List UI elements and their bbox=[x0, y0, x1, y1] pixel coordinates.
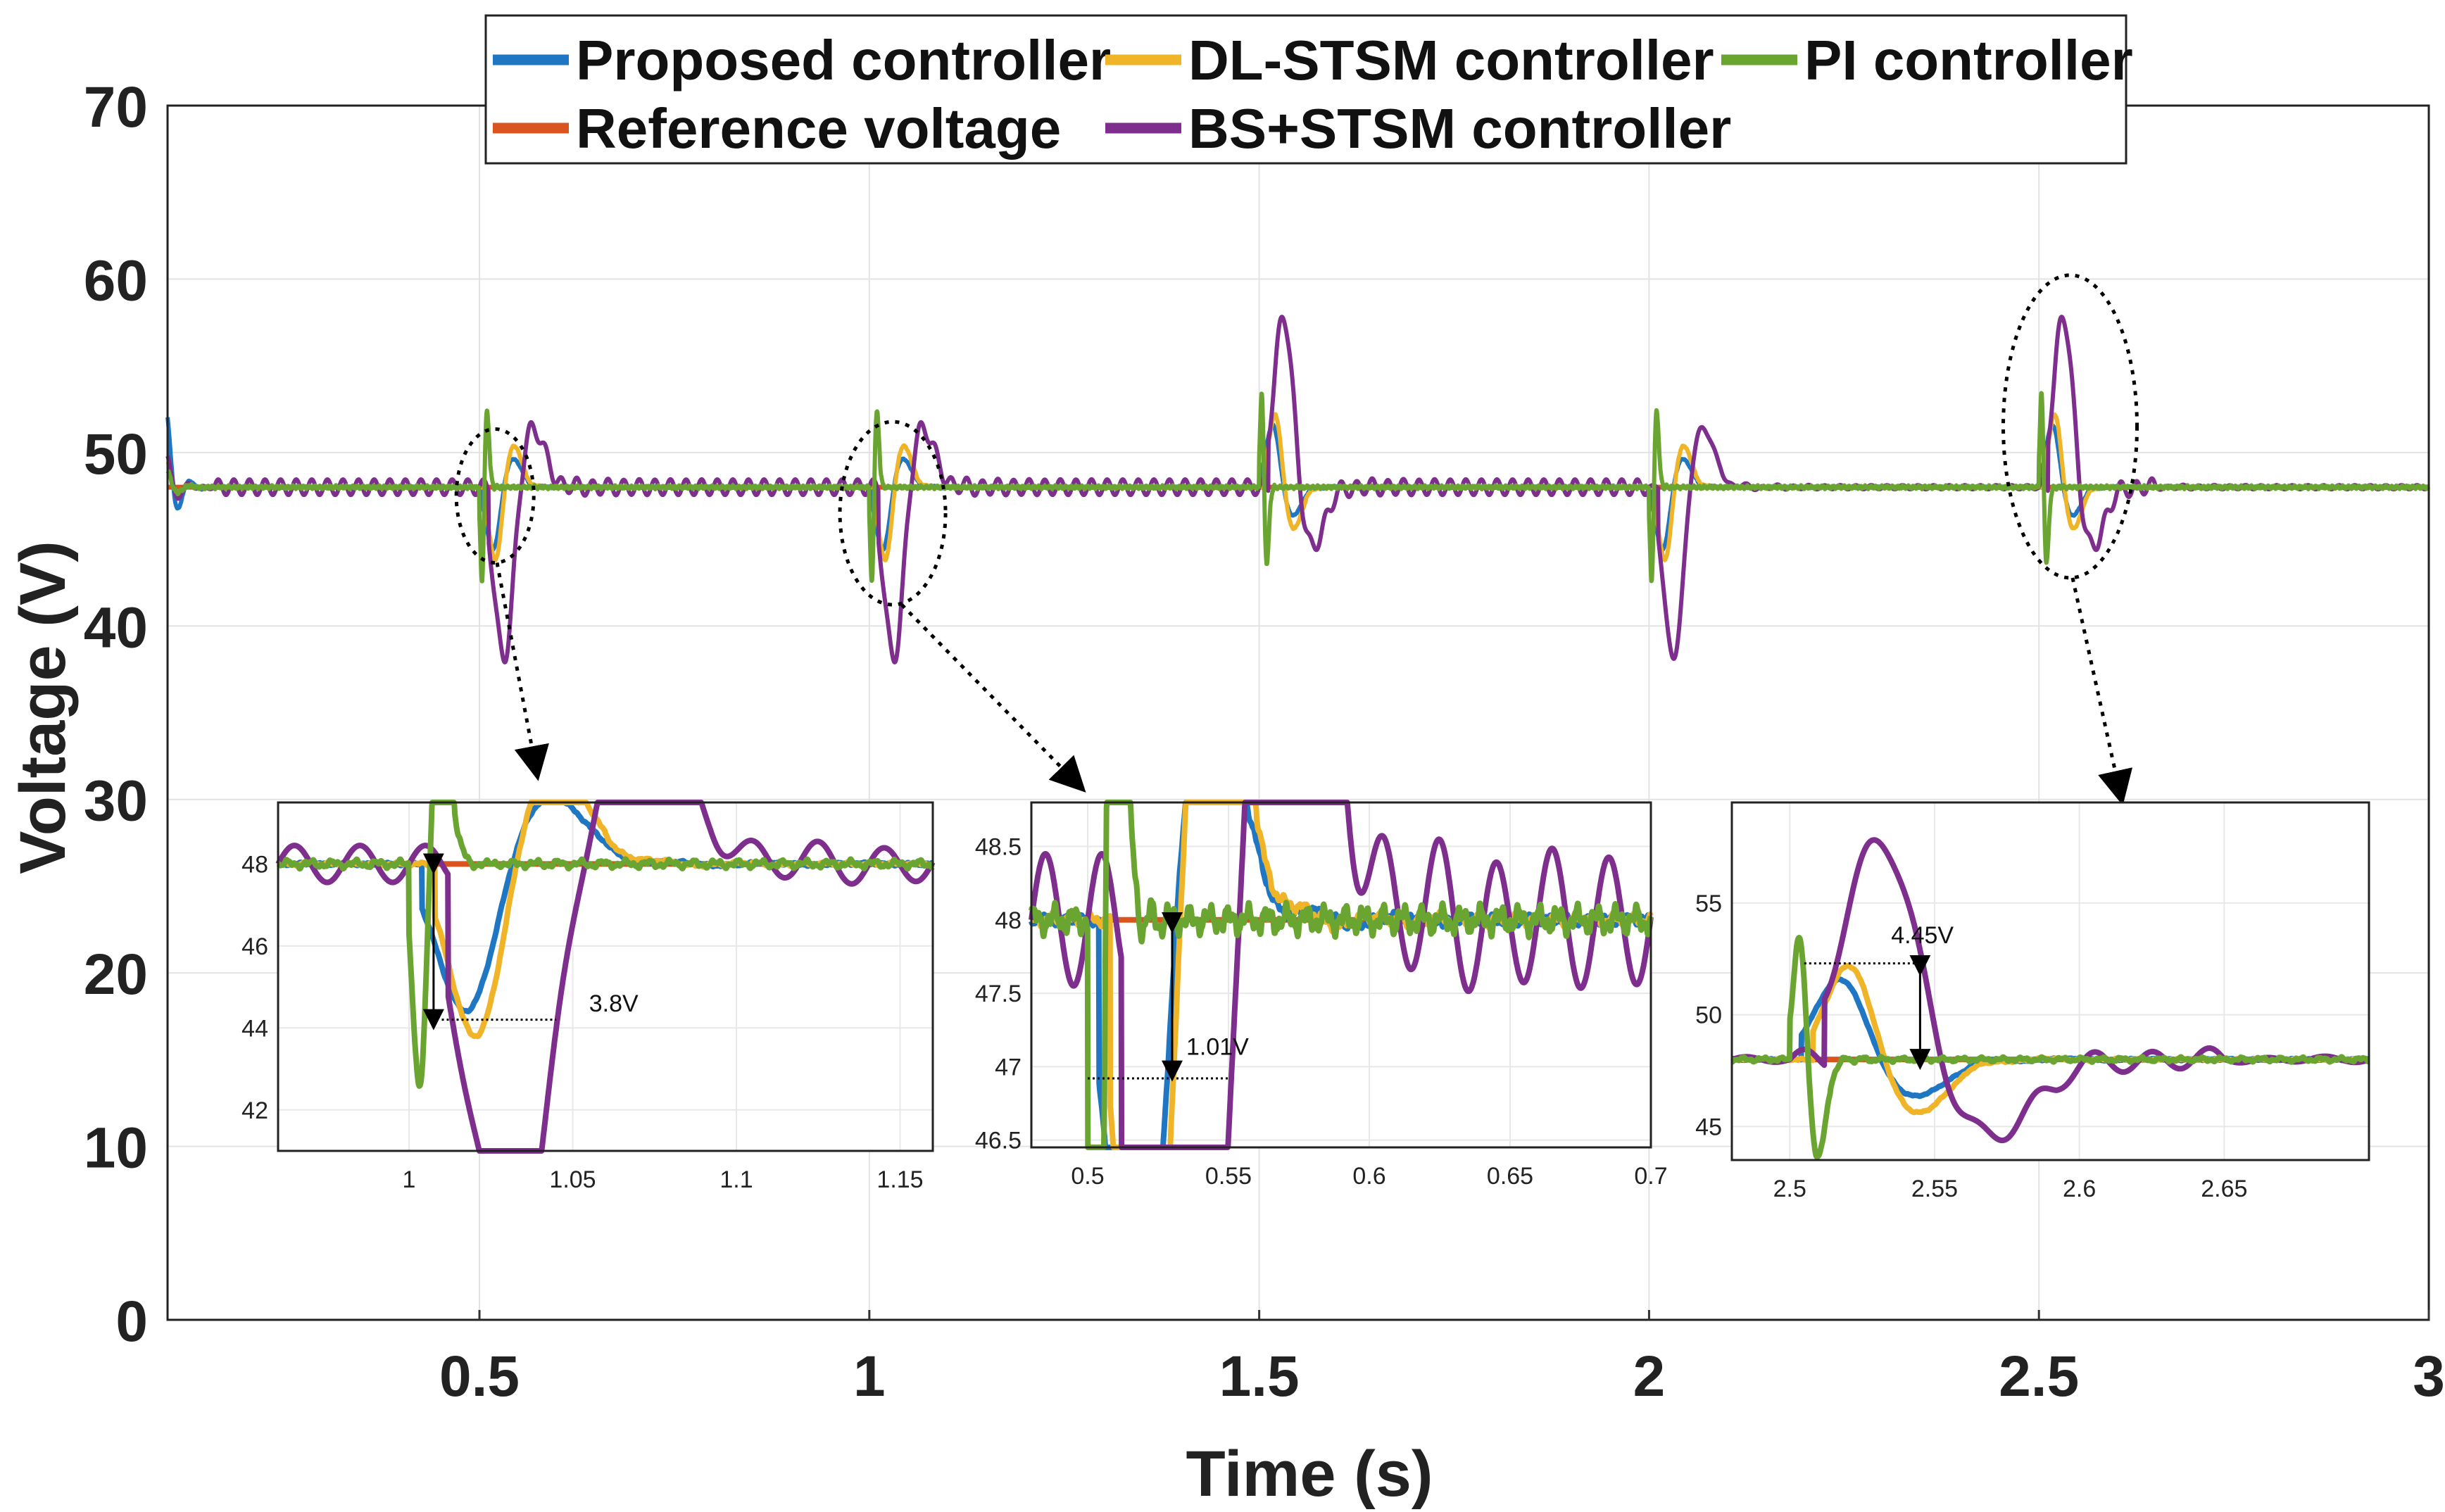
x-tick-label: 2 bbox=[1633, 1344, 1666, 1409]
zoom-arrow bbox=[495, 562, 549, 781]
inset-frame bbox=[277, 801, 934, 1152]
inset-y-tick-label: 48.5 bbox=[975, 834, 1022, 861]
inset-series-pi-controller bbox=[1729, 935, 2372, 1160]
y-tick-label: 10 bbox=[84, 1116, 148, 1180]
y-tick-label: 70 bbox=[84, 75, 148, 139]
legend-label-reference-voltage: Reference voltage bbox=[576, 97, 1061, 160]
y-tick-label: 60 bbox=[84, 248, 148, 313]
inset-x-tick-label: 0.6 bbox=[1352, 1163, 1385, 1190]
y-tick-label: 50 bbox=[84, 422, 148, 486]
x-tick-label: 2.5 bbox=[1999, 1344, 2079, 1409]
zoom-arrow bbox=[2070, 577, 2133, 806]
inset-x-tick-label: 2.65 bbox=[2201, 1176, 2247, 1202]
inset-x-tick-label: 2.55 bbox=[1911, 1176, 1958, 1202]
inset-annotation: 4.45V bbox=[1891, 922, 1954, 949]
inset-plot-1: 1 1.05 1.1 1.15 42 44 46 48 3.8V bbox=[241, 800, 936, 1193]
zoom-arrow bbox=[900, 603, 1086, 793]
zoom-ellipse bbox=[838, 420, 948, 607]
inset-y-tick-label: 47 bbox=[995, 1054, 1022, 1081]
inset-y-tick-label: 48 bbox=[241, 851, 268, 878]
x-tick-label: 3 bbox=[2413, 1344, 2445, 1409]
inset-y-tick-label: 45 bbox=[1695, 1114, 1722, 1140]
legend-label-dl-stsm-controller: DL-STSM controller bbox=[1188, 29, 1714, 92]
inset-x-tick-label: 0.65 bbox=[1487, 1163, 1533, 1190]
inset-y-tick-label: 55 bbox=[1695, 890, 1722, 917]
inset-annotation: 1.01V bbox=[1186, 1034, 1249, 1061]
inset-y-tick-label: 46 bbox=[241, 933, 268, 960]
inset-x-tick-label: 0.55 bbox=[1205, 1163, 1252, 1190]
inset-plot-2: 0.5 0.55 0.6 0.65 0.7 46.5 47 47.5 48 48.5 1.01V bbox=[975, 800, 1668, 1190]
inset-y-tick-label: 48 bbox=[995, 907, 1022, 934]
main-series-pi-controller bbox=[165, 391, 2431, 584]
inset-y-tick-label: 46.5 bbox=[975, 1128, 1022, 1154]
y-axis-label: Voltage (V) bbox=[7, 541, 79, 874]
zoom-callouts bbox=[454, 273, 2139, 806]
zoom-ellipse bbox=[454, 427, 536, 565]
y-tick-label: 40 bbox=[84, 596, 148, 660]
main-ticks: 0 10 20 30 40 50 60 70 0.5 1 1.5 2 2.5 3 bbox=[84, 75, 2445, 1409]
legend: Proposed controller DL-STSM controller PI … bbox=[484, 14, 2133, 165]
inset-x-tick-label: 0.5 bbox=[1071, 1163, 1104, 1190]
inset-x-tick-label: 2.6 bbox=[2063, 1176, 2096, 1202]
inset-x-tick-label: 1.1 bbox=[719, 1166, 753, 1193]
zoom-ellipse bbox=[2001, 273, 2139, 580]
x-axis-label: Time (s) bbox=[1186, 1438, 1433, 1510]
y-tick-label: 30 bbox=[84, 769, 148, 833]
x-tick-label: 1 bbox=[853, 1344, 886, 1409]
x-tick-label: 0.5 bbox=[439, 1344, 520, 1409]
inset-y-tick-label: 47.5 bbox=[975, 981, 1022, 1007]
inset-y-tick-label: 42 bbox=[241, 1097, 268, 1124]
inset-y-tick-label: 50 bbox=[1695, 1002, 1722, 1029]
inset-series-pi-controller bbox=[1029, 800, 1654, 1150]
inset-x-tick-label: 0.7 bbox=[1634, 1163, 1667, 1190]
y-tick-label: 20 bbox=[84, 943, 148, 1007]
x-tick-label: 1.5 bbox=[1219, 1344, 1300, 1409]
legend-box bbox=[484, 14, 2127, 165]
legend-label-proposed-controller: Proposed controller bbox=[576, 29, 1111, 92]
inset-x-tick-label: 2.5 bbox=[1773, 1176, 1806, 1202]
inset-x-tick-label: 1.05 bbox=[549, 1166, 596, 1193]
main-series bbox=[165, 315, 2431, 664]
y-tick-label: 0 bbox=[115, 1290, 148, 1354]
inset-series-pi-controller bbox=[275, 800, 936, 1089]
main-series-bs-stsm-controller bbox=[165, 315, 2431, 664]
inset-plot-area bbox=[278, 802, 933, 1151]
inset-frame bbox=[1730, 801, 2370, 1161]
inset-x-tick-label: 1 bbox=[403, 1166, 416, 1193]
inset-y-tick-label: 44 bbox=[241, 1015, 268, 1042]
inset-plot-3: 2.5 2.55 2.6 2.65 45 50 55 4.45V bbox=[1695, 801, 2372, 1202]
inset-x-tick-label: 1.15 bbox=[876, 1166, 923, 1193]
legend-label-pi-controller: PI controller bbox=[1804, 29, 2133, 92]
inset-annotation: 3.8V bbox=[589, 990, 639, 1017]
legend-label-bs-stsm-controller: BS+STSM controller bbox=[1188, 97, 1731, 160]
inset-frame bbox=[1030, 801, 1652, 1149]
